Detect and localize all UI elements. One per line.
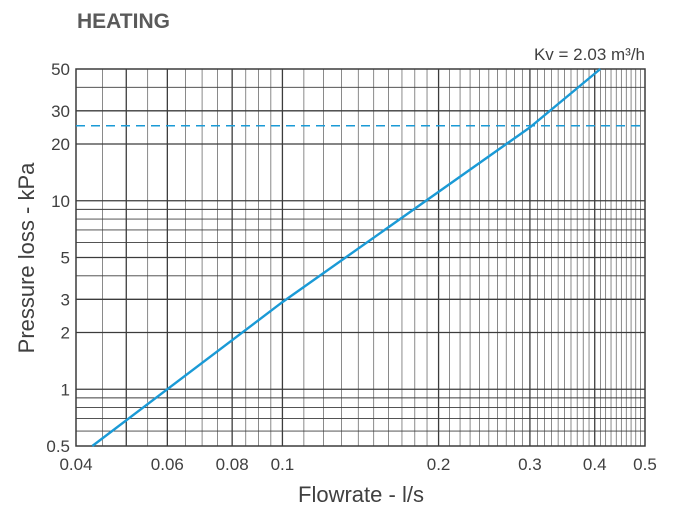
- y-tick-label: 2: [61, 324, 70, 343]
- y-tick-label: 3: [61, 290, 70, 309]
- series: [91, 68, 602, 447]
- plot-frame: [75, 68, 646, 447]
- chart-title: HEATING: [77, 10, 170, 33]
- grid: [76, 69, 645, 446]
- x-tick-label: 0.4: [583, 455, 607, 474]
- y-tick-label: 20: [51, 135, 70, 154]
- y-tick-label: 50: [51, 60, 70, 79]
- y-tick-label: 5: [61, 249, 70, 268]
- x-tick-label: 0.08: [216, 455, 249, 474]
- x-tick-label: 0.3: [518, 455, 542, 474]
- x-axis-label: Flowrate - l/s: [298, 482, 424, 507]
- y-tick-label: 1: [61, 380, 70, 399]
- y-axis-label: Pressure loss - kPa: [14, 162, 39, 353]
- x-tick-label: 0.5: [633, 455, 657, 474]
- x-tick-label: 0.04: [59, 455, 92, 474]
- x-tick-label: 0.2: [427, 455, 451, 474]
- kv-annotation: Kv = 2.03 m³/h: [534, 45, 645, 64]
- y-tick-label: 30: [51, 102, 70, 121]
- x-tick-label: 0.1: [271, 455, 295, 474]
- y-tick-label: 10: [51, 192, 70, 211]
- x-tick-label: 0.06: [151, 455, 184, 474]
- pressure-loss-line: [91, 68, 602, 447]
- y-tick-label: 0.5: [46, 437, 70, 456]
- y-tick-labels: 0.5 1 2 3 5 10 20 30 50: [46, 60, 70, 456]
- x-tick-labels: 0.04 0.06 0.08 0.1 0.2 0.3 0.4 0.5: [59, 455, 656, 474]
